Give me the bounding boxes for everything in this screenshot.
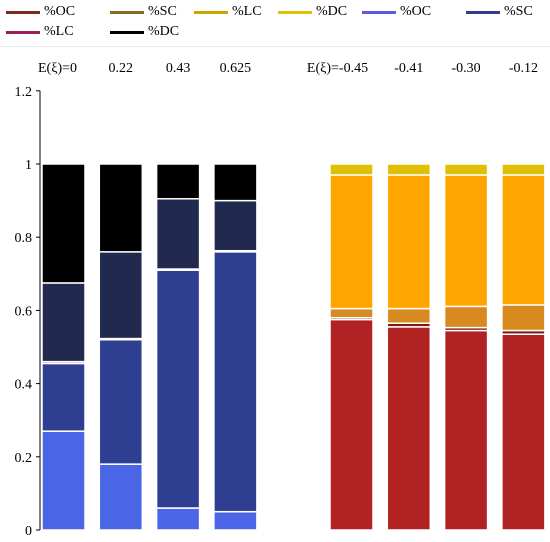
y-tick-label: 0.2 [15,451,33,466]
bar-segment [98,251,144,340]
legend-swatch [6,30,40,34]
y-tick-label: 0.8 [15,231,33,246]
bar-segment [155,198,201,270]
bar-segment [98,463,144,531]
bar-segment [501,333,546,531]
legend-label: %SC [504,4,533,19]
y-tick-label: 0.6 [15,304,33,319]
bar-segment [41,430,86,531]
bar-segment [98,338,144,465]
legend-item: %DC [110,24,179,40]
bar-segment [213,510,258,531]
category-label: E(ξ)=-0.45 [307,61,368,76]
category-label: -0.12 [509,61,538,76]
legend-swatch [110,10,144,14]
bar-segment [41,362,86,432]
legend-label: %SC [148,4,177,19]
bar-segment [41,282,86,363]
bar-segment [41,163,86,284]
bar-segment [386,307,432,324]
category-label: E(ξ)=0 [38,61,77,76]
legend-swatch [6,10,40,14]
legend: %OC %SC %LC %DC %OC %SC %LC %DC [0,0,550,47]
legend-label: %DC [316,4,348,19]
legend-item: %SC [110,4,177,20]
bar-segment [155,269,201,509]
y-tick-label: 1.2 [15,85,33,100]
bar-segment [501,304,546,332]
bar-segment [443,305,489,329]
bar-segment [98,163,144,253]
legend-label: %DC [148,24,180,39]
legend-swatch [466,10,500,14]
bar-segment [443,163,489,176]
bar-segment [155,507,201,531]
bar-segment [329,174,374,310]
bar-segment [329,318,374,531]
bar-segment [501,174,546,306]
category-label: 0.43 [166,61,191,76]
legend-item: %LC [194,4,262,20]
bar-segment [501,163,546,176]
category-label: 0.22 [109,61,134,76]
legend-item: %LC [6,24,74,40]
legend-label: %LC [232,4,262,19]
bar-segment [443,329,489,531]
category-label: 0.625 [220,61,252,76]
legend-label: %OC [44,4,76,19]
category-label: -0.41 [394,61,423,76]
y-tick-label: 1 [25,158,32,173]
legend-swatch [110,30,144,34]
legend-item: %OC [362,4,431,20]
bar-segment [329,307,374,319]
bar-segment [329,163,374,176]
legend-swatch [278,10,312,14]
legend-label: %LC [44,24,74,39]
bar-segment [213,163,258,202]
bar-segment [155,163,201,200]
y-tick-label: 0 [25,524,32,539]
legend-swatch [362,10,396,14]
legend-item: %DC [278,4,347,20]
y-tick-label: 0.4 [15,378,33,393]
legend-swatch [194,10,228,14]
bar-segment [443,174,489,308]
bar-segment [386,174,432,310]
bar-segment [213,251,258,513]
legend-label: %OC [400,4,432,19]
bar-segment [386,326,432,531]
legend-item: %OC [6,4,75,20]
category-label: -0.30 [452,61,481,76]
bar-segment [213,199,258,252]
legend-item: %SC [466,4,533,20]
bar-segment [386,163,432,176]
